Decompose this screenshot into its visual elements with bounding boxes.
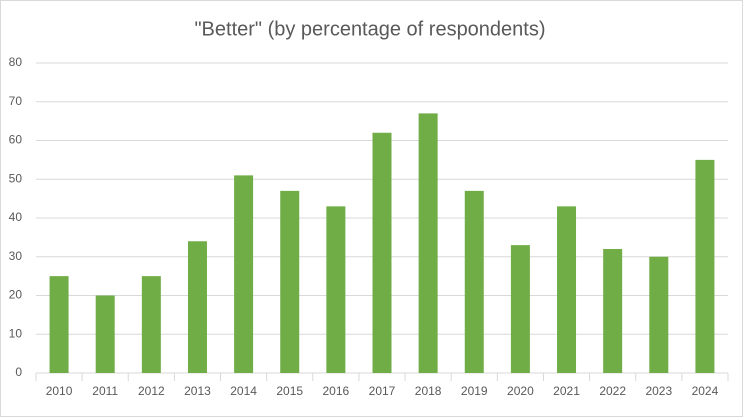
bar [141, 276, 161, 373]
x-tick-label: 2023 [645, 384, 672, 398]
bar [49, 276, 69, 373]
bar [510, 245, 530, 373]
bar [695, 159, 715, 373]
y-tick-label: 60 [9, 133, 23, 147]
bar [418, 113, 438, 373]
y-tick-label: 50 [9, 171, 23, 185]
bar [603, 249, 623, 373]
bar [326, 206, 346, 373]
x-tick-label: 2010 [46, 384, 73, 398]
x-tick-label: 2021 [553, 384, 580, 398]
y-tick-label: 30 [9, 249, 23, 263]
x-tick-label: 2015 [276, 384, 303, 398]
bar [649, 256, 669, 373]
x-tick-label: 2012 [138, 384, 165, 398]
x-tick-label: 2020 [507, 384, 534, 398]
x-tick-label: 2022 [599, 384, 626, 398]
bar [234, 175, 254, 373]
x-tick-label: 2016 [323, 384, 350, 398]
x-tick-label: 2019 [461, 384, 488, 398]
y-tick-label: 20 [9, 288, 23, 302]
bar [372, 132, 392, 373]
x-tick-label: 2017 [369, 384, 396, 398]
y-tick-label: 80 [9, 55, 23, 69]
chart-title: "Better" (by percentage of respondents) [194, 18, 545, 40]
bar [187, 241, 207, 373]
y-tick-label: 70 [9, 94, 23, 108]
x-tick-label: 2024 [692, 384, 719, 398]
y-tick-label: 0 [15, 365, 22, 379]
x-tick-label: 2018 [415, 384, 442, 398]
bar [95, 295, 115, 373]
x-tick-label: 2014 [230, 384, 257, 398]
x-tick-label: 2013 [184, 384, 211, 398]
bar [464, 190, 484, 373]
x-tick-label: 2011 [92, 384, 118, 398]
y-tick-label: 40 [9, 210, 23, 224]
bar [557, 206, 577, 373]
y-tick-label: 10 [9, 326, 23, 340]
bar [280, 190, 300, 373]
